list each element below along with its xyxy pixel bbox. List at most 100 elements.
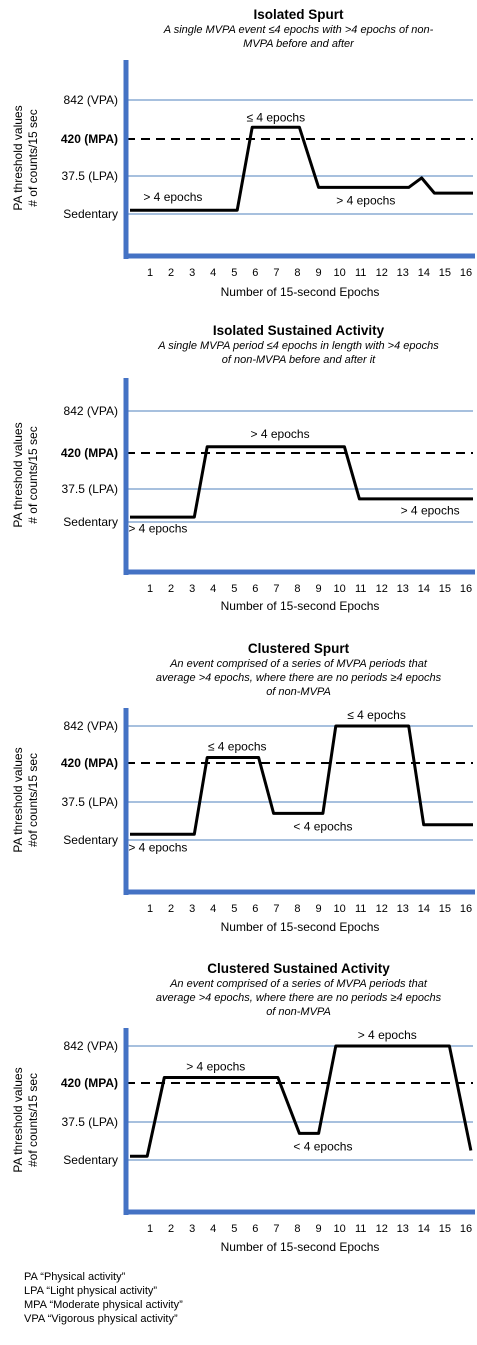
epoch-annotation: ≤ 4 epochs xyxy=(246,111,305,125)
y-axis-title: PA threshold values xyxy=(11,1067,25,1172)
x-tick-label: 6 xyxy=(252,903,258,915)
chart-subtitle-line: of non-MVPA xyxy=(266,686,331,698)
legend-note: LPA “Light physical activity” xyxy=(24,1285,158,1297)
y-axis-title: # of counts/15 sec xyxy=(26,109,40,206)
chart-panel-isolated-sustained-activity: Isolated Sustained Activity A single MVP… xyxy=(0,310,477,630)
y-axis-title: PA threshold values xyxy=(11,105,25,210)
x-tick-label: 4 xyxy=(210,903,216,915)
y-level-label-sed: Sedentary xyxy=(63,1153,118,1167)
activity-trace-line xyxy=(130,724,473,836)
x-tick-label: 5 xyxy=(231,583,237,595)
y-level-label-vpa: 842 (VPA) xyxy=(64,719,118,733)
x-tick-label: 14 xyxy=(418,903,430,915)
x-tick-label: 13 xyxy=(397,583,409,595)
epoch-annotation: > 4 epochs xyxy=(401,503,460,517)
activity-trace-line xyxy=(130,445,473,519)
x-tick-label: 16 xyxy=(460,1223,472,1235)
x-tick-label: 4 xyxy=(210,1223,216,1235)
x-tick-label: 3 xyxy=(189,267,195,279)
y-axis-title: #of counts/15 sec xyxy=(26,753,40,847)
chart-subtitle-line: An event comprised of a series of MVPA p… xyxy=(170,658,427,670)
x-tick-label: 11 xyxy=(355,903,366,915)
y-axis-title: PA threshold values xyxy=(11,747,25,852)
chart-subtitle: A single MVPA period ≤4 epochs in length… xyxy=(120,339,477,367)
activity-trace-line xyxy=(130,1044,473,1158)
x-tick-label: 2 xyxy=(168,267,174,279)
x-tick-label: 15 xyxy=(439,583,451,595)
epoch-annotation: < 4 epochs xyxy=(293,1140,352,1154)
chart-title: Clustered Sustained Activity xyxy=(207,961,390,976)
x-tick-label: 8 xyxy=(294,267,300,279)
legend-note: PA “Physical activity” xyxy=(24,1271,126,1283)
epoch-annotation: ≤ 4 epochs xyxy=(347,708,406,722)
x-tick-label: 1 xyxy=(147,267,153,279)
x-tick-label: 3 xyxy=(189,903,195,915)
epoch-annotation: > 4 epochs xyxy=(358,1028,417,1042)
epoch-annotation: > 4 epochs xyxy=(143,190,202,204)
y-level-label-lpa: 37.5 (LPA) xyxy=(62,482,118,496)
chart-title: Isolated Spurt xyxy=(253,7,344,22)
y-level-label-mpa: 420 (MPA) xyxy=(61,132,118,146)
x-tick-label: 2 xyxy=(168,583,174,595)
x-tick-label: 6 xyxy=(252,1223,258,1235)
x-tick-label: 16 xyxy=(460,583,472,595)
chart-title: Clustered Spurt xyxy=(247,641,350,656)
x-tick-label: 2 xyxy=(168,1223,174,1235)
chart-subtitle: A single MVPA event ≤4 epochs with >4 ep… xyxy=(120,23,477,51)
x-tick-label: 9 xyxy=(315,583,321,595)
epoch-annotation: > 4 epochs xyxy=(336,194,395,208)
x-tick-label: 8 xyxy=(294,583,300,595)
x-tick-label: 11 xyxy=(355,1223,366,1235)
x-tick-label: 1 xyxy=(147,903,153,915)
y-level-label-sed: Sedentary xyxy=(63,515,118,529)
y-level-label-vpa: 842 (VPA) xyxy=(64,404,118,418)
chart-subtitle-line: An event comprised of a series of MVPA p… xyxy=(170,978,427,990)
x-tick-label: 2 xyxy=(168,903,174,915)
y-level-label-mpa: 420 (MPA) xyxy=(61,756,118,770)
x-tick-label: 1 xyxy=(147,1223,153,1235)
x-tick-label: 16 xyxy=(460,903,472,915)
x-tick-label: 7 xyxy=(273,583,279,595)
x-tick-label: 9 xyxy=(315,903,321,915)
legend-note: MPA “Moderate physical activity” xyxy=(24,1299,183,1311)
epoch-annotation: ≤ 4 epochs xyxy=(208,739,267,753)
x-tick-label: 4 xyxy=(210,583,216,595)
x-tick-label: 10 xyxy=(333,583,345,595)
chart-title: Isolated Sustained Activity xyxy=(212,323,385,338)
epoch-annotation: > 4 epochs xyxy=(251,427,310,441)
x-tick-label: 10 xyxy=(333,1223,345,1235)
chart-subtitle: An event comprised of a series of MVPA p… xyxy=(120,657,477,699)
chart-plot: 842 (VPA) 420 (MPA) 37.5 (LPA) Sedentary PA … xyxy=(11,60,475,299)
x-tick-label: 15 xyxy=(439,903,451,915)
y-level-label-mpa: 420 (MPA) xyxy=(61,1076,118,1090)
y-axis-title: PA threshold values xyxy=(11,422,25,527)
chart-plot: 842 (VPA) 420 (MPA) 37.5 (LPA) Sedentary PA … xyxy=(11,708,475,934)
x-axis-title: Number of 15-second Epochs xyxy=(221,1240,380,1254)
x-tick-label: 6 xyxy=(252,267,258,279)
x-tick-label: 12 xyxy=(376,583,388,595)
chart-plot: 842 (VPA) 420 (MPA) 37.5 (LPA) Sedentary PA … xyxy=(11,378,475,613)
y-level-label-sed: Sedentary xyxy=(63,207,118,221)
x-tick-label: 6 xyxy=(252,583,258,595)
chart-plot: 842 (VPA) 420 (MPA) 37.5 (LPA) Sedentary PA … xyxy=(11,1028,475,1254)
chart-subtitle-line: of non-MVPA before and after it xyxy=(221,354,376,366)
chart-subtitle-line: MVPA before and after xyxy=(243,38,354,50)
chart-subtitle: An event comprised of a series of MVPA p… xyxy=(120,977,477,1019)
x-tick-label: 5 xyxy=(231,267,237,279)
chart-subtitle-line: A single MVPA event ≤4 epochs with >4 ep… xyxy=(163,24,434,36)
epoch-annotation: > 4 epochs xyxy=(186,1059,245,1073)
x-tick-label: 7 xyxy=(273,267,279,279)
x-tick-label: 7 xyxy=(273,1223,279,1235)
legend-note: VPA “Vigorous physical activity” xyxy=(24,1313,178,1325)
x-axis-title: Number of 15-second Epochs xyxy=(221,920,380,934)
x-tick-label: 9 xyxy=(315,1223,321,1235)
x-axis-title: Number of 15-second Epochs xyxy=(221,599,380,613)
x-tick-label: 10 xyxy=(333,267,345,279)
x-tick-label: 12 xyxy=(376,903,388,915)
x-tick-label: 14 xyxy=(418,267,430,279)
activity-trace-line xyxy=(130,125,473,212)
epoch-annotation: > 4 epochs xyxy=(128,522,187,536)
x-tick-label: 1 xyxy=(147,583,153,595)
epoch-annotation: > 4 epochs xyxy=(128,841,187,855)
y-level-label-lpa: 37.5 (LPA) xyxy=(62,1115,118,1129)
